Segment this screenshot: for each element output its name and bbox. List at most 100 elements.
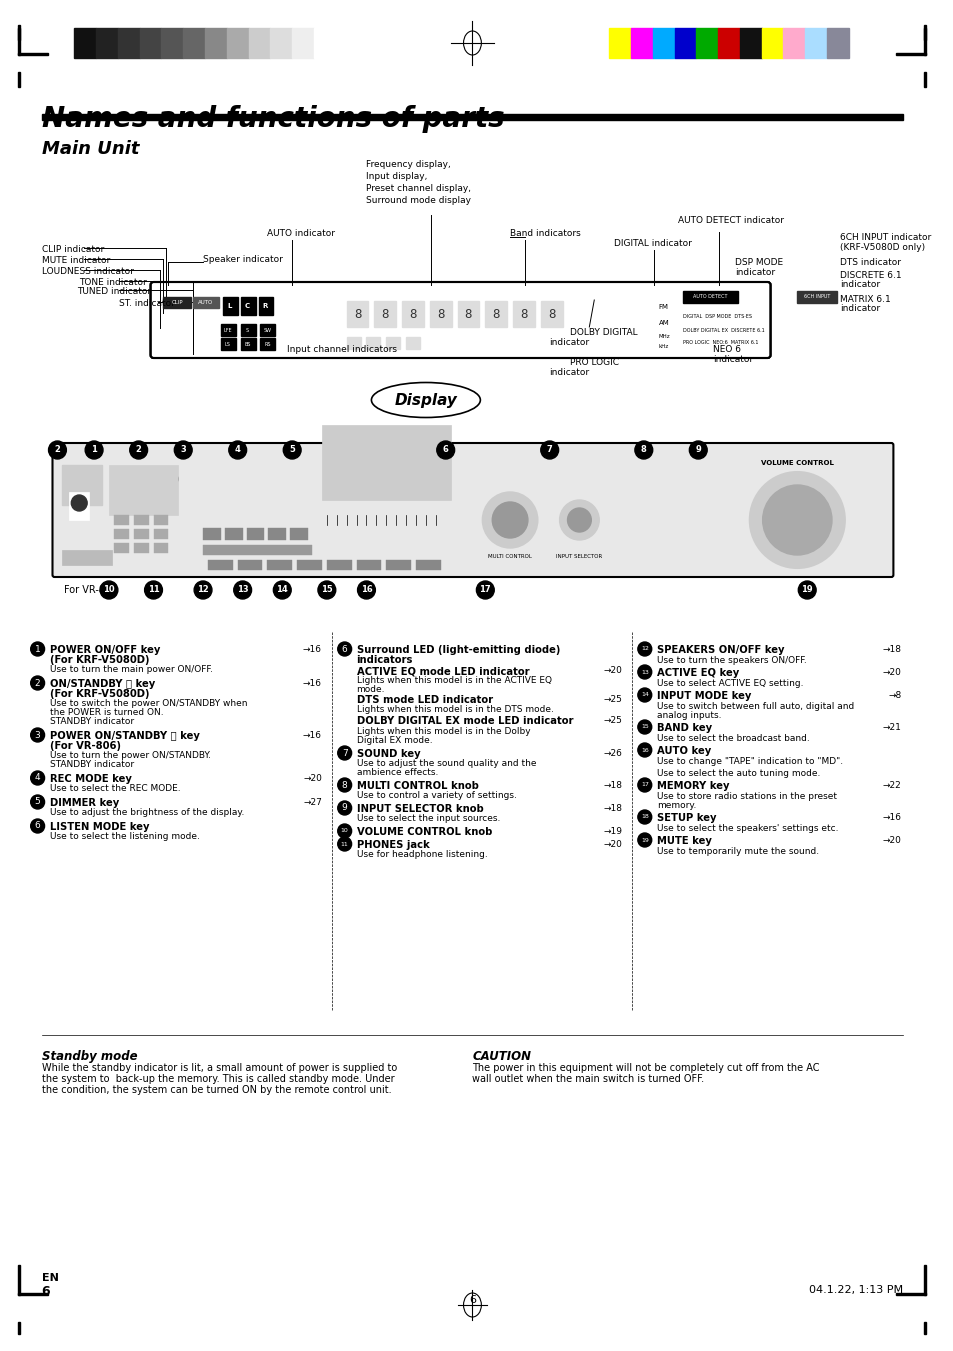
Text: 1: 1 xyxy=(34,644,40,654)
Text: POWER ON/STANDBY ⏻ key: POWER ON/STANDBY ⏻ key xyxy=(50,731,199,740)
Circle shape xyxy=(357,581,375,598)
Text: Use to switch the power ON/STANDBY when: Use to switch the power ON/STANDBY when xyxy=(50,698,247,708)
Circle shape xyxy=(638,834,651,847)
Bar xyxy=(133,530,149,539)
Text: Input display,: Input display, xyxy=(366,172,427,181)
Circle shape xyxy=(761,485,831,555)
Bar xyxy=(237,561,262,570)
Circle shape xyxy=(436,440,455,459)
Bar xyxy=(247,528,264,540)
Bar xyxy=(923,28,925,41)
Circle shape xyxy=(337,801,352,815)
Bar xyxy=(696,28,718,58)
Text: 5: 5 xyxy=(34,797,40,807)
Text: STANDBY indicator: STANDBY indicator xyxy=(50,761,133,769)
Text: MUTE indicator: MUTE indicator xyxy=(42,255,110,265)
Text: 6CH INPUT indicator: 6CH INPUT indicator xyxy=(839,232,930,242)
Bar xyxy=(133,515,149,526)
Text: 8: 8 xyxy=(519,308,527,320)
Text: 8: 8 xyxy=(409,308,416,320)
Text: 10: 10 xyxy=(340,828,348,834)
Circle shape xyxy=(749,471,844,567)
Bar xyxy=(161,28,183,58)
Circle shape xyxy=(798,581,815,598)
Bar xyxy=(260,324,275,336)
Text: 11: 11 xyxy=(340,842,348,847)
Text: Use to select ACTIVE EQ setting.: Use to select ACTIVE EQ setting. xyxy=(656,680,802,688)
Bar xyxy=(240,324,255,336)
Bar xyxy=(609,28,630,58)
Text: SOUND key: SOUND key xyxy=(356,748,419,759)
Circle shape xyxy=(30,819,45,834)
Text: the POWER is turned ON.: the POWER is turned ON. xyxy=(50,708,163,717)
Text: 8: 8 xyxy=(464,308,472,320)
Text: →20: →20 xyxy=(602,666,621,676)
Bar xyxy=(221,324,235,336)
Text: Use to select the auto tuning mode.: Use to select the auto tuning mode. xyxy=(656,769,820,778)
Text: ACTIVE EQ mode LED indicator: ACTIVE EQ mode LED indicator xyxy=(356,666,529,676)
Text: 15: 15 xyxy=(320,585,333,594)
Circle shape xyxy=(476,581,494,598)
Bar xyxy=(513,301,535,327)
Text: LISTEN MODE key: LISTEN MODE key xyxy=(50,821,149,832)
Bar xyxy=(227,28,249,58)
Text: 2: 2 xyxy=(54,446,60,454)
Text: Standby mode: Standby mode xyxy=(42,1050,137,1063)
Text: Use to select the broadcast band.: Use to select the broadcast band. xyxy=(656,734,808,743)
Circle shape xyxy=(233,581,252,598)
Text: Display: Display xyxy=(394,393,456,408)
Text: AUTO DETECT indicator: AUTO DETECT indicator xyxy=(678,216,783,226)
Bar xyxy=(18,26,20,55)
Text: →19: →19 xyxy=(602,827,621,836)
Circle shape xyxy=(71,494,87,511)
Text: Speaker indicator: Speaker indicator xyxy=(203,255,283,263)
Text: Frequency display,: Frequency display, xyxy=(366,159,451,169)
Text: DISCRETE 6.1: DISCRETE 6.1 xyxy=(839,272,901,280)
Bar xyxy=(109,465,178,515)
Bar xyxy=(782,28,804,58)
Text: Surround LED (light-emitting diode): Surround LED (light-emitting diode) xyxy=(356,644,559,655)
Text: AUTO indicator: AUTO indicator xyxy=(267,230,335,238)
Text: analog inputs.: analog inputs. xyxy=(656,711,720,720)
Circle shape xyxy=(49,440,67,459)
Text: 6: 6 xyxy=(341,644,347,654)
Text: 12: 12 xyxy=(197,585,209,594)
Bar xyxy=(630,28,652,58)
Text: SETUP key: SETUP key xyxy=(656,813,716,823)
Text: →18: →18 xyxy=(602,804,621,813)
Text: CLIP indicator: CLIP indicator xyxy=(42,245,104,254)
Text: LFE: LFE xyxy=(223,327,232,332)
Bar xyxy=(18,53,48,55)
Text: FM: FM xyxy=(658,304,668,309)
Text: LS: LS xyxy=(225,342,231,346)
Text: 8: 8 xyxy=(492,308,499,320)
Bar xyxy=(193,297,218,308)
Text: Use for headphone listening.: Use for headphone listening. xyxy=(356,850,487,859)
Bar xyxy=(153,515,168,526)
Text: 19: 19 xyxy=(801,585,812,594)
Text: indicator: indicator xyxy=(713,355,753,363)
Text: DSP MODE: DSP MODE xyxy=(734,258,782,267)
Bar xyxy=(268,528,286,540)
Text: →27: →27 xyxy=(303,798,321,807)
Text: →25: →25 xyxy=(602,716,621,725)
Circle shape xyxy=(567,508,591,532)
Circle shape xyxy=(482,492,537,549)
Text: 6: 6 xyxy=(469,1296,476,1305)
Bar xyxy=(923,1265,925,1296)
Bar xyxy=(208,561,233,570)
Bar xyxy=(896,53,925,55)
Text: The power in this equipment will not be completely cut off from the AC: The power in this equipment will not be … xyxy=(472,1063,819,1073)
FancyBboxPatch shape xyxy=(151,282,770,358)
Text: the condition, the system can be turned ON by the remote control unit.: the condition, the system can be turned … xyxy=(42,1085,391,1096)
Text: Input channel indicators: Input channel indicators xyxy=(287,345,396,354)
Text: Use to select the input sources.: Use to select the input sources. xyxy=(356,815,499,823)
Bar xyxy=(652,28,674,58)
Text: Lights when this model is in the Dolby: Lights when this model is in the Dolby xyxy=(356,727,530,736)
Text: (For VR-806): (For VR-806) xyxy=(50,740,120,751)
Text: MULTI CONTROL knob: MULTI CONTROL knob xyxy=(356,781,478,790)
Bar xyxy=(240,338,255,350)
Text: TUNED indicator: TUNED indicator xyxy=(77,286,152,296)
Bar xyxy=(923,72,925,86)
Bar xyxy=(718,28,740,58)
